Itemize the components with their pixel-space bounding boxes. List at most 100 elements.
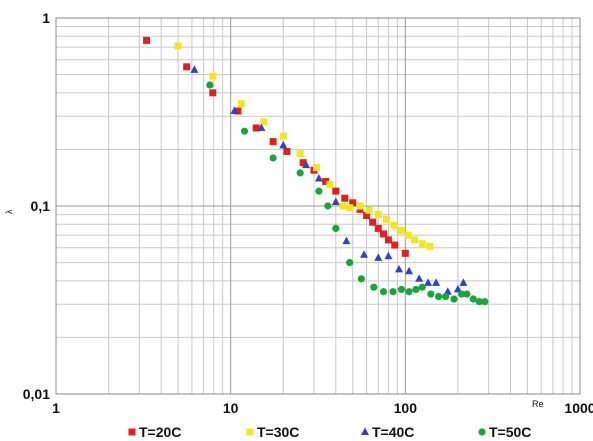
data-point bbox=[357, 275, 365, 283]
data-point bbox=[458, 290, 466, 298]
data-point bbox=[209, 89, 217, 97]
data-point bbox=[424, 278, 433, 286]
data-point bbox=[450, 295, 458, 303]
data-point bbox=[411, 236, 419, 244]
data-point bbox=[190, 65, 199, 73]
data-point bbox=[260, 118, 268, 126]
y-tick-labels: 1 0,1 0,01 bbox=[23, 10, 50, 402]
data-point bbox=[426, 242, 434, 250]
y-tick-label: 0,01 bbox=[23, 386, 50, 402]
data-point bbox=[183, 63, 191, 71]
data-point bbox=[302, 160, 311, 169]
data-point bbox=[389, 288, 397, 296]
data-point bbox=[296, 150, 304, 158]
data-point bbox=[405, 288, 413, 296]
data-point bbox=[390, 221, 398, 229]
data-point bbox=[326, 181, 334, 189]
data-point bbox=[443, 287, 452, 295]
legend-item: T=30C bbox=[246, 424, 299, 440]
legend-marker bbox=[246, 428, 254, 436]
data-point bbox=[209, 72, 217, 80]
data-point bbox=[322, 177, 330, 185]
data-point bbox=[434, 292, 443, 301]
data-point bbox=[374, 211, 382, 219]
data-point bbox=[369, 218, 377, 226]
x-tick-label: 10 bbox=[223, 400, 239, 416]
data-point bbox=[252, 124, 260, 132]
data-point bbox=[459, 278, 468, 286]
data-point bbox=[315, 187, 323, 195]
data-point bbox=[324, 202, 332, 210]
data-point bbox=[427, 290, 435, 298]
legend: T=20C T=30C T=40C T=50C bbox=[128, 424, 531, 440]
data-point bbox=[356, 202, 364, 210]
data-point bbox=[237, 100, 245, 108]
data-point bbox=[360, 250, 369, 258]
data-point bbox=[463, 290, 471, 298]
data-point bbox=[279, 132, 287, 140]
data-point bbox=[382, 215, 390, 223]
data-point bbox=[370, 283, 378, 291]
data-point bbox=[380, 230, 388, 238]
legend-label: T=40C bbox=[372, 424, 414, 440]
x-tick-label: 1000 bbox=[564, 400, 593, 416]
data-point bbox=[453, 284, 462, 293]
data-point bbox=[404, 231, 412, 239]
data-point bbox=[312, 164, 320, 172]
series-t-40c bbox=[190, 65, 468, 295]
data-point bbox=[269, 154, 277, 162]
data-point bbox=[349, 199, 357, 207]
legend-item: T=40C bbox=[361, 424, 414, 440]
legend-marker bbox=[361, 427, 369, 435]
data-point bbox=[174, 42, 182, 50]
x-tick-label: 100 bbox=[394, 400, 418, 416]
data-points bbox=[143, 36, 489, 306]
data-point bbox=[391, 241, 399, 249]
legend-label: T=20C bbox=[139, 424, 181, 440]
x-axis-label: Re bbox=[532, 399, 544, 409]
data-point bbox=[143, 36, 151, 44]
data-point bbox=[279, 140, 288, 149]
data-point bbox=[432, 278, 441, 286]
data-point bbox=[374, 253, 383, 261]
legend-label: T=30C bbox=[257, 424, 299, 440]
data-point bbox=[331, 197, 340, 206]
data-point bbox=[418, 283, 426, 291]
data-point bbox=[234, 107, 242, 115]
plot-frame bbox=[55, 17, 581, 395]
data-point bbox=[257, 123, 266, 131]
data-point bbox=[363, 212, 371, 220]
data-point bbox=[397, 285, 406, 294]
data-point bbox=[341, 194, 349, 202]
data-point bbox=[346, 258, 354, 267]
data-point bbox=[332, 187, 340, 195]
y-tick-label: 1 bbox=[42, 10, 50, 26]
legend-marker bbox=[478, 428, 486, 436]
data-point bbox=[405, 266, 414, 275]
data-point bbox=[412, 285, 420, 294]
data-point bbox=[415, 274, 424, 282]
data-point bbox=[418, 240, 426, 248]
data-point bbox=[481, 298, 489, 306]
data-point bbox=[269, 138, 277, 146]
series-t-50c bbox=[206, 81, 489, 306]
data-point bbox=[230, 106, 239, 115]
data-point bbox=[374, 224, 382, 232]
y-axis-label: λ bbox=[4, 209, 14, 214]
legend-label: T=50C bbox=[489, 424, 531, 440]
data-point bbox=[395, 264, 404, 273]
data-point bbox=[342, 236, 351, 245]
data-point bbox=[441, 292, 450, 301]
data-point bbox=[314, 174, 323, 182]
legend-marker bbox=[128, 428, 136, 436]
y-tick-label: 0,1 bbox=[31, 198, 51, 214]
data-point bbox=[299, 159, 307, 167]
x-tick-labels: 1 10 100 1000 bbox=[52, 400, 593, 416]
x-tick-label: 1 bbox=[52, 400, 60, 416]
data-point bbox=[384, 236, 392, 244]
data-point bbox=[346, 204, 354, 212]
legend-item: T=50C bbox=[478, 424, 531, 440]
data-point bbox=[379, 288, 388, 296]
data-point bbox=[240, 127, 249, 135]
